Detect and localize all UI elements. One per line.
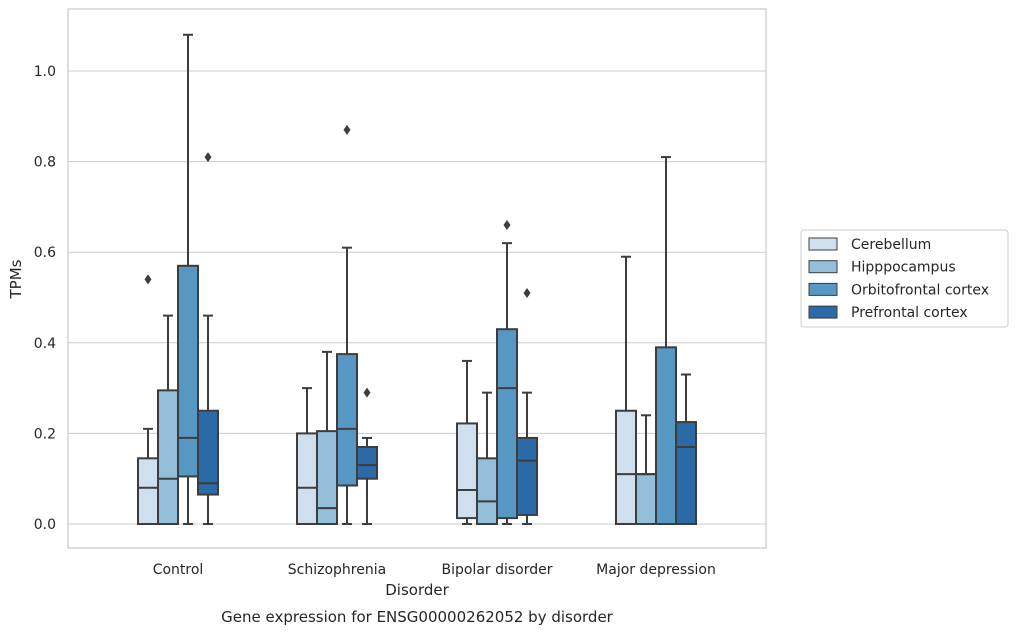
box-iqr bbox=[476, 457, 498, 525]
y-tick-label: 0.8 bbox=[34, 155, 56, 171]
legend-label: Orbitofrontal cortex bbox=[851, 282, 989, 298]
box-iqr bbox=[356, 445, 378, 480]
box-iqr bbox=[296, 432, 318, 525]
box-iqr bbox=[516, 436, 538, 516]
outlier-point bbox=[523, 287, 531, 298]
y-tick-label: 0.2 bbox=[34, 426, 56, 442]
x-tick-label: Control bbox=[153, 562, 204, 578]
y-axis-label: TPMs bbox=[7, 259, 25, 299]
box-iqr bbox=[197, 409, 219, 496]
box-hipppocampus bbox=[316, 350, 338, 526]
box-prefrontal-cortex bbox=[197, 152, 219, 525]
box-hipppocampus bbox=[635, 414, 657, 526]
legend-label: Hipppocampus bbox=[851, 260, 956, 276]
box-iqr bbox=[655, 346, 677, 525]
y-tick-label: 0.6 bbox=[34, 245, 56, 261]
box-prefrontal-cortex bbox=[356, 387, 378, 525]
box-orbitofrontal-cortex bbox=[177, 33, 199, 525]
x-tick-label: Schizophrenia bbox=[288, 562, 386, 578]
box-cerebellum bbox=[615, 255, 637, 525]
box-orbitofrontal-cortex bbox=[496, 220, 518, 525]
legend-swatch bbox=[808, 260, 838, 274]
box-iqr bbox=[675, 421, 697, 526]
box-iqr bbox=[336, 353, 358, 487]
legend-frame bbox=[800, 229, 1009, 328]
outlier-point bbox=[363, 387, 371, 398]
y-tick-label: 1.0 bbox=[34, 64, 56, 80]
box-orbitofrontal-cortex bbox=[336, 124, 358, 525]
y-tick-label: 0.0 bbox=[34, 517, 56, 533]
box-iqr bbox=[137, 457, 159, 525]
legend-swatch bbox=[808, 237, 838, 251]
outlier-point bbox=[144, 274, 152, 285]
plot-frame bbox=[67, 8, 767, 549]
legend-swatch bbox=[808, 282, 838, 296]
box-iqr bbox=[456, 422, 478, 520]
x-axis-label: Disorder bbox=[385, 581, 449, 599]
box-iqr bbox=[157, 389, 179, 525]
box-iqr bbox=[177, 264, 199, 478]
legend-label: Prefrontal cortex bbox=[851, 305, 968, 321]
box-cerebellum bbox=[137, 274, 159, 525]
legend-swatch bbox=[808, 305, 838, 319]
outlier-point bbox=[204, 152, 212, 163]
box-iqr bbox=[615, 409, 637, 525]
plot-area: 0.0 0.2 0.4 0.6 0.8 1.0 Control Schizophrenia Bi… bbox=[34, 8, 767, 578]
box-prefrontal-cortex bbox=[516, 287, 538, 525]
y-tick-label: 0.4 bbox=[34, 336, 56, 352]
box-hipppocampus bbox=[157, 314, 179, 525]
x-tick-label: Major depression bbox=[596, 562, 716, 578]
outlier-point bbox=[503, 220, 511, 231]
box-iqr bbox=[635, 473, 657, 526]
box-iqr bbox=[316, 430, 338, 526]
outlier-point bbox=[343, 124, 351, 135]
box-prefrontal-cortex bbox=[675, 373, 697, 526]
legend-label: Cerebellum bbox=[851, 237, 931, 253]
box-iqr bbox=[496, 328, 518, 520]
legend: Cerebellum Hipppocampus Orbitofrontal cort… bbox=[800, 229, 1009, 328]
chart-caption: Gene expression for ENSG00000262052 by d… bbox=[221, 608, 614, 626]
x-tick-label: Bipolar disorder bbox=[441, 562, 552, 578]
